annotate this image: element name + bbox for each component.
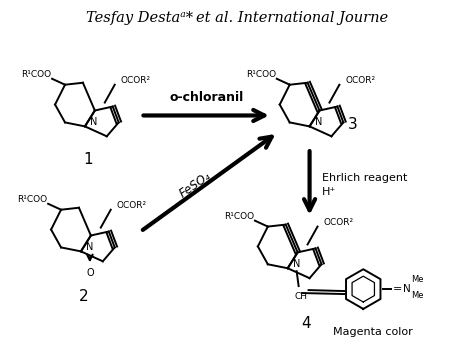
Text: CH: CH — [294, 292, 307, 301]
Text: R¹COO: R¹COO — [224, 212, 254, 221]
Text: OCOR²: OCOR² — [121, 76, 151, 85]
Text: OCOR²: OCOR² — [117, 201, 147, 210]
Text: Me: Me — [411, 290, 423, 299]
Text: 3: 3 — [347, 117, 357, 132]
Text: O: O — [86, 268, 94, 278]
Text: R¹COO: R¹COO — [21, 70, 51, 79]
Text: N: N — [293, 259, 301, 269]
Text: o-chloranil: o-chloranil — [169, 91, 243, 104]
Text: Magenta color: Magenta color — [333, 327, 413, 337]
Text: N: N — [315, 117, 322, 127]
Text: 4: 4 — [301, 316, 310, 331]
Text: FeSO₄: FeSO₄ — [177, 169, 213, 200]
Text: OCOR²: OCOR² — [323, 218, 354, 227]
Text: Tesfay Destaᵃ* et al. International Journe: Tesfay Destaᵃ* et al. International Jour… — [86, 11, 388, 25]
Text: N: N — [90, 117, 98, 127]
Text: Me: Me — [411, 275, 423, 284]
Text: R¹COO: R¹COO — [246, 70, 276, 79]
Text: =: = — [393, 284, 402, 294]
Text: N: N — [86, 243, 93, 252]
Text: 1: 1 — [83, 152, 93, 167]
Text: OCOR²: OCOR² — [346, 76, 375, 85]
Text: N: N — [403, 284, 411, 294]
Text: R¹COO: R¹COO — [17, 195, 47, 204]
Text: Ehrlich reagent: Ehrlich reagent — [321, 173, 407, 183]
Text: H⁺: H⁺ — [321, 187, 336, 197]
Text: 2: 2 — [79, 289, 89, 304]
